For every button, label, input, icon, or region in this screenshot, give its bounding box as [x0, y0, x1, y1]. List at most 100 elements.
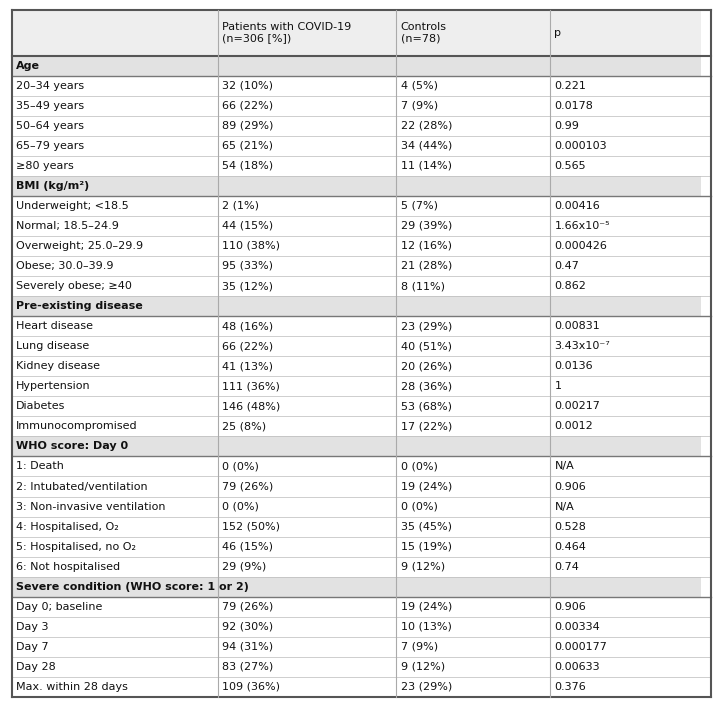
Bar [12, 537, 218, 556]
Text: 12 (16%): 12 (16%) [401, 241, 452, 251]
Text: 152 (50%): 152 (50%) [223, 522, 281, 532]
Bar [550, 436, 701, 457]
Bar [396, 597, 550, 617]
Bar [12, 356, 218, 376]
Text: 41 (13%): 41 (13%) [223, 361, 273, 371]
Bar [218, 156, 396, 176]
Text: 1.66x10⁻⁵: 1.66x10⁻⁵ [555, 221, 610, 231]
Bar [218, 216, 396, 236]
Text: 0.74: 0.74 [555, 561, 579, 572]
Bar [12, 216, 218, 236]
Text: 7 (9%): 7 (9%) [401, 100, 437, 110]
Text: 109 (36%): 109 (36%) [223, 682, 281, 692]
Bar [396, 276, 550, 296]
Bar [12, 296, 218, 316]
Bar [550, 496, 701, 517]
Text: 0.0012: 0.0012 [555, 421, 593, 431]
Bar [218, 196, 396, 216]
Text: 0.00633: 0.00633 [555, 662, 600, 672]
Bar [396, 376, 550, 397]
Bar [12, 156, 218, 176]
Bar [12, 76, 218, 95]
Text: 15 (19%): 15 (19%) [401, 542, 452, 551]
Text: N/A: N/A [555, 501, 574, 512]
Bar [550, 517, 701, 537]
Bar [12, 617, 218, 637]
Text: 111 (36%): 111 (36%) [223, 381, 281, 391]
Bar [218, 517, 396, 537]
Bar [12, 316, 218, 336]
Text: 0.00334: 0.00334 [555, 622, 600, 632]
Bar [550, 617, 701, 637]
Bar [218, 356, 396, 376]
Bar [396, 76, 550, 95]
Text: 0.0178: 0.0178 [555, 100, 594, 110]
Bar [218, 657, 396, 677]
Bar [550, 176, 701, 196]
Text: Day 3: Day 3 [16, 622, 48, 632]
Text: 44 (15%): 44 (15%) [223, 221, 273, 231]
Text: 6: Not hospitalised: 6: Not hospitalised [16, 561, 120, 572]
Bar [550, 236, 701, 256]
Bar [12, 236, 218, 256]
Bar [12, 477, 218, 496]
Bar [550, 637, 701, 657]
Text: 2 (1%): 2 (1%) [223, 201, 260, 211]
Text: p: p [555, 28, 562, 37]
Text: Heart disease: Heart disease [16, 321, 93, 331]
Bar [550, 156, 701, 176]
Bar [550, 376, 701, 397]
Text: 0.528: 0.528 [555, 522, 586, 532]
Bar [12, 56, 218, 76]
Text: 94 (31%): 94 (31%) [223, 642, 273, 652]
Text: 110 (38%): 110 (38%) [223, 241, 281, 251]
Text: 3.43x10⁻⁷: 3.43x10⁻⁷ [555, 341, 610, 351]
Text: Normal; 18.5–24.9: Normal; 18.5–24.9 [16, 221, 119, 231]
Text: 11 (14%): 11 (14%) [401, 160, 452, 171]
Text: ≥80 years: ≥80 years [16, 160, 74, 171]
Text: 25 (8%): 25 (8%) [223, 421, 267, 431]
Bar [218, 597, 396, 617]
Text: 35 (45%): 35 (45%) [401, 522, 452, 532]
Bar [12, 657, 218, 677]
Bar [396, 537, 550, 556]
Bar [218, 397, 396, 416]
Bar [396, 577, 550, 597]
Bar [550, 577, 701, 597]
Text: 4: Hospitalised, O₂: 4: Hospitalised, O₂ [16, 522, 119, 532]
Bar [12, 336, 218, 356]
Text: 2: Intubated/ventilation: 2: Intubated/ventilation [16, 481, 147, 491]
Text: Hypertension: Hypertension [16, 381, 91, 391]
Text: 0.862: 0.862 [555, 281, 586, 291]
Text: 83 (27%): 83 (27%) [223, 662, 273, 672]
Text: 8 (11%): 8 (11%) [401, 281, 445, 291]
Text: Day 28: Day 28 [16, 662, 56, 672]
Bar [218, 296, 396, 316]
Text: 0 (0%): 0 (0%) [223, 462, 260, 472]
Text: 92 (30%): 92 (30%) [223, 622, 273, 632]
Bar [12, 256, 218, 276]
Bar [218, 176, 396, 196]
Text: 17 (22%): 17 (22%) [401, 421, 452, 431]
Bar [12, 397, 218, 416]
Text: Controls
(n=78): Controls (n=78) [401, 22, 447, 44]
Bar [550, 76, 701, 95]
Bar [218, 577, 396, 597]
Text: 53 (68%): 53 (68%) [401, 402, 452, 411]
Bar [396, 496, 550, 517]
Bar [218, 617, 396, 637]
Text: Pre-existing disease: Pre-existing disease [16, 301, 143, 311]
Bar [218, 677, 396, 697]
Bar [550, 356, 701, 376]
Bar [218, 477, 396, 496]
Text: WHO score: Day 0: WHO score: Day 0 [16, 441, 128, 451]
Bar [218, 116, 396, 136]
Text: 0.906: 0.906 [555, 602, 586, 612]
Text: 4 (5%): 4 (5%) [401, 81, 437, 90]
Bar [550, 56, 701, 76]
Text: 5: Hospitalised, no O₂: 5: Hospitalised, no O₂ [16, 542, 136, 551]
Text: 29 (9%): 29 (9%) [223, 561, 267, 572]
Text: 46 (15%): 46 (15%) [223, 542, 273, 551]
Bar [218, 556, 396, 577]
Text: Obese; 30.0–39.9: Obese; 30.0–39.9 [16, 261, 114, 271]
